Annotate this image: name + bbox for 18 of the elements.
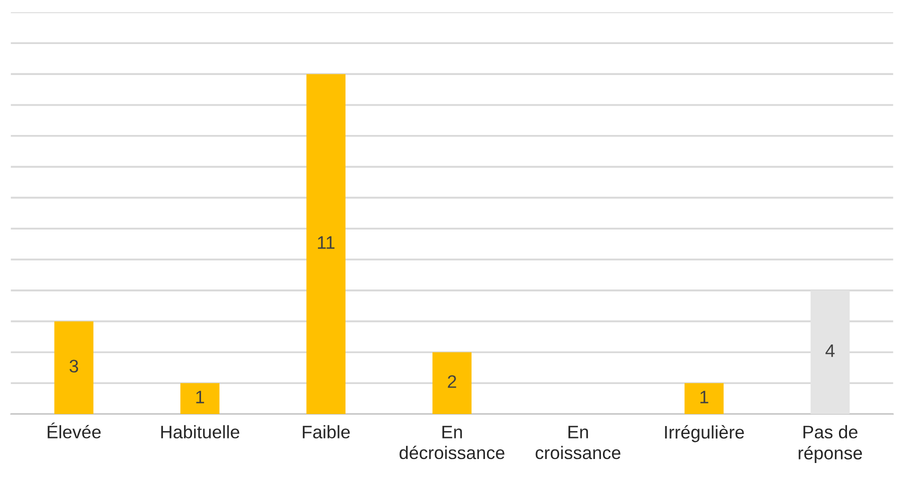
x-tick-label: Habituelle	[161, 425, 240, 438]
bar	[432, 352, 472, 414]
x-tick-label: Irrégulière	[665, 425, 744, 442]
data-label: 1	[196, 390, 204, 404]
x-tick-label: Pas de réponse	[798, 425, 862, 464]
data-label: 11	[318, 236, 334, 249]
bar	[306, 74, 346, 414]
x-tick-label: Faible	[302, 425, 350, 438]
data-label: 3	[70, 360, 78, 373]
x-tick-label: Élevée	[48, 422, 101, 438]
data-label: 2	[448, 375, 456, 388]
x-tick-label: En croissance	[536, 426, 620, 460]
data-label: 1	[700, 390, 708, 404]
bar	[684, 383, 724, 414]
bar	[180, 383, 220, 414]
x-tick-label: En décroissance	[400, 426, 504, 460]
data-label: 4	[826, 344, 835, 357]
bar	[54, 321, 94, 414]
